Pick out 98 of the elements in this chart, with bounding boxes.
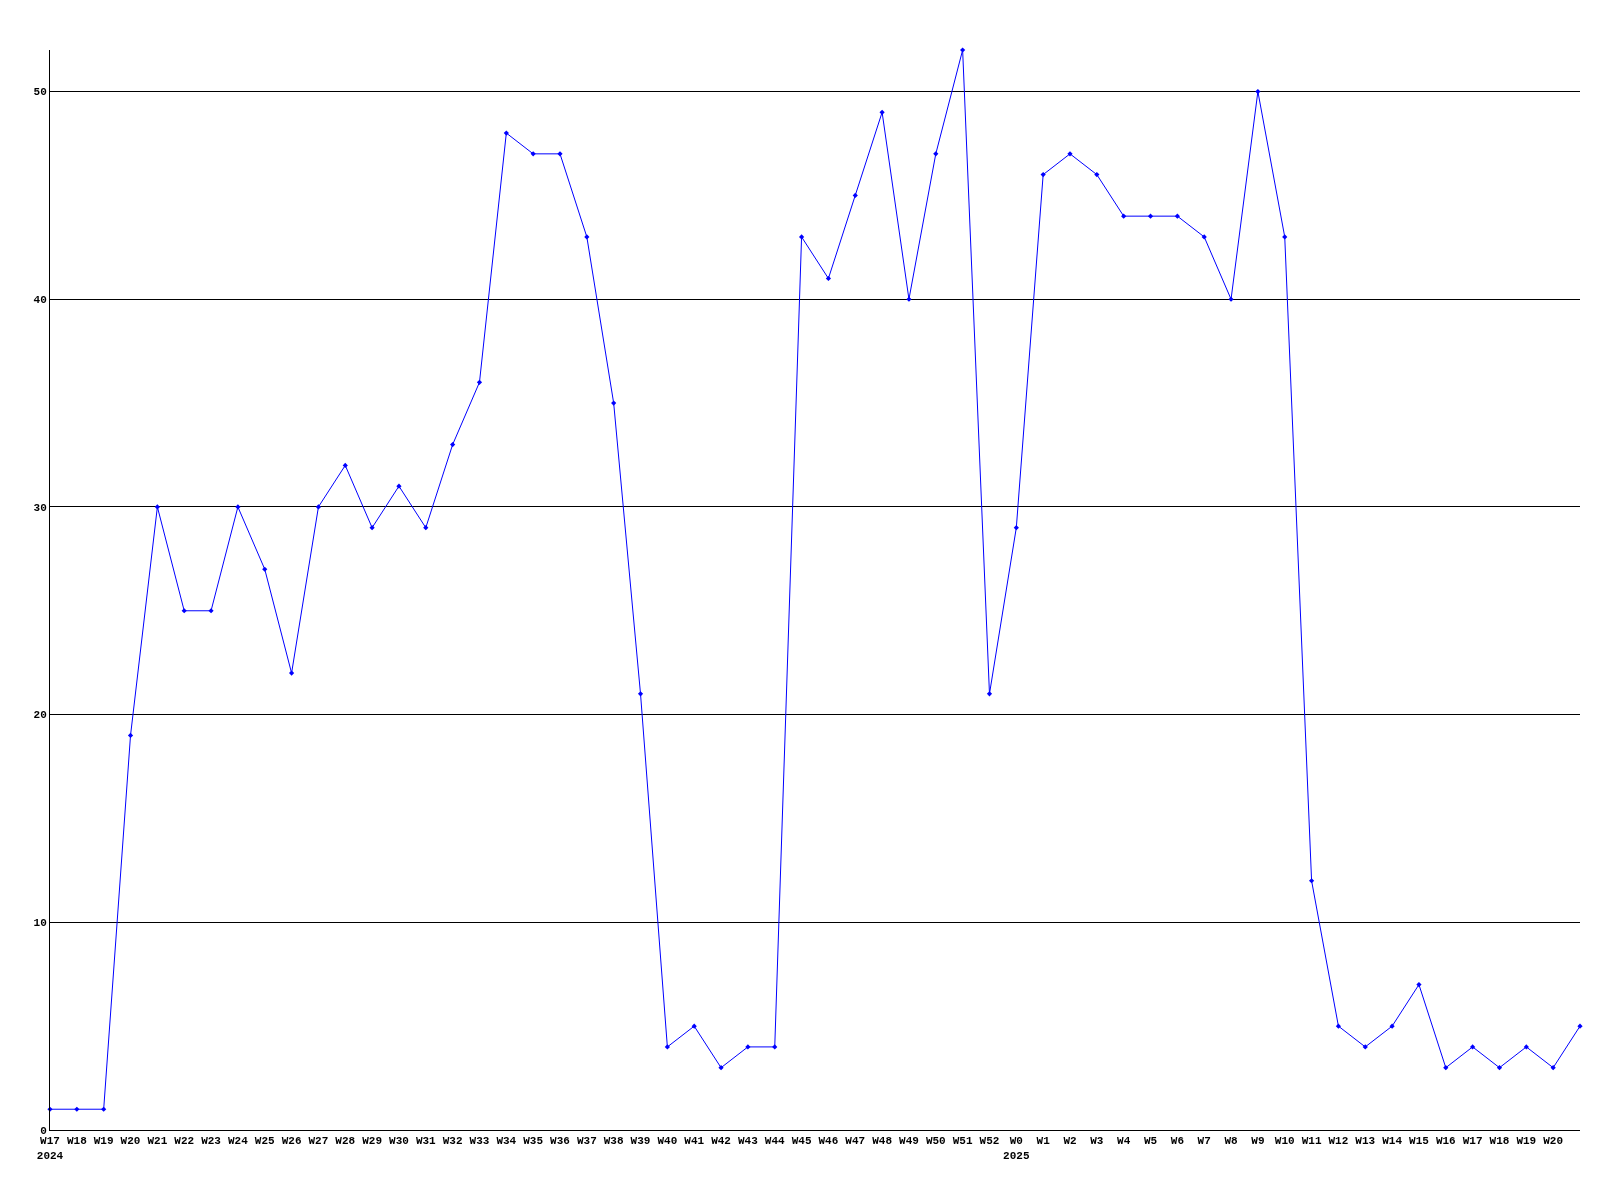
- x-tick-label: W39: [630, 1135, 651, 1148]
- point: [476, 379, 483, 385]
- point: [127, 732, 134, 738]
- x-tick-label: W3: [1090, 1135, 1104, 1148]
- point: [181, 608, 187, 614]
- point: [1094, 172, 1100, 178]
- x-tick-label: W11: [1301, 1135, 1322, 1148]
- point: [1523, 1044, 1529, 1050]
- point: [664, 1044, 670, 1050]
- x-tick-label: W28: [335, 1135, 356, 1148]
- point: [1496, 1065, 1503, 1071]
- x-tick-label: W25: [254, 1135, 276, 1148]
- x-tick-label: W45: [791, 1135, 812, 1148]
- x-tick-label: W46: [818, 1135, 839, 1148]
- point: [1121, 213, 1127, 219]
- x-tick-label: W47: [845, 1135, 866, 1148]
- x-tick-label: W9: [1251, 1135, 1265, 1148]
- x-tick-label: W37: [576, 1135, 597, 1148]
- x-tick-label: W38: [603, 1135, 624, 1148]
- x-tick-label: W30: [389, 1135, 409, 1148]
- point: [154, 504, 160, 510]
- x-tick-label: W17 2024: [36, 1135, 64, 1162]
- x-tick-label: W18: [66, 1135, 88, 1148]
- point: [1470, 1044, 1476, 1050]
- x-tick-label: W24: [227, 1135, 249, 1148]
- x-tick-label: W19: [93, 1135, 114, 1148]
- x-tick-label: W36: [550, 1135, 570, 1148]
- x-tick-label: W0 2025: [1003, 1135, 1030, 1162]
- point: [342, 462, 348, 468]
- point: [315, 504, 322, 510]
- x-tick-label: W41: [684, 1135, 705, 1148]
- point: [1255, 88, 1261, 95]
- x-tick-label: W2: [1063, 1135, 1077, 1148]
- x-tick-label: W32: [442, 1135, 463, 1148]
- x-tick-label: W13: [1355, 1135, 1376, 1148]
- point: [1040, 172, 1046, 178]
- x-tick-label: W52: [979, 1135, 1000, 1148]
- x-tick-label: W48: [872, 1135, 893, 1148]
- y-tick-label: 30: [33, 501, 47, 514]
- x-tick-label: W8: [1224, 1135, 1239, 1148]
- x-tick-label: W20: [120, 1135, 141, 1148]
- x-tick-label: W27: [308, 1135, 329, 1148]
- y-tick-label: 10: [33, 917, 47, 930]
- x-tick-label: W18: [1489, 1135, 1510, 1148]
- point: [852, 192, 858, 198]
- point: [288, 670, 295, 676]
- point: [1335, 1023, 1342, 1029]
- point: [369, 525, 375, 531]
- point: [1443, 1065, 1449, 1071]
- x-tick-label: W50: [925, 1135, 946, 1148]
- x-tick-label: W4: [1117, 1135, 1131, 1148]
- point: [1174, 213, 1180, 219]
- x-tick-label: W26: [281, 1135, 302, 1148]
- x-tick-label: W29: [362, 1135, 383, 1148]
- point: [1550, 1065, 1556, 1071]
- y-tick-label: 40: [33, 294, 47, 307]
- x-tick-label: W34: [496, 1135, 517, 1148]
- x-tick-label: W16: [1435, 1135, 1456, 1148]
- y-tick-label: 50: [33, 86, 47, 99]
- x-tick-label: W15: [1409, 1135, 1430, 1148]
- point: [637, 691, 644, 697]
- x-tick-label: W44: [764, 1135, 786, 1148]
- x-tick-label: W14: [1382, 1135, 1403, 1148]
- y-tick-label: 0: [40, 1124, 47, 1137]
- x-tick-label: W40: [657, 1135, 678, 1148]
- point: [1416, 982, 1422, 988]
- x-tick-label: W6: [1170, 1135, 1184, 1148]
- x-tick-label: W35: [523, 1135, 544, 1148]
- point: [1013, 525, 1019, 531]
- x-tick-label: W43: [737, 1135, 759, 1148]
- x-tick-label: W33: [469, 1135, 490, 1148]
- x-tick-label: W5: [1143, 1135, 1158, 1148]
- point: [262, 566, 268, 572]
- point: [825, 275, 832, 282]
- point: [1147, 213, 1154, 219]
- x-tick-label: W51: [952, 1135, 973, 1148]
- point: [986, 691, 993, 697]
- x-tick-label: W17: [1462, 1135, 1483, 1148]
- x-tick-label: W49: [899, 1135, 919, 1148]
- point: [450, 442, 456, 448]
- x-tick-label: W21: [147, 1135, 168, 1148]
- x-tick-label: W42: [711, 1135, 731, 1148]
- x-tick-label: W1: [1036, 1135, 1051, 1148]
- x-tick-label: W23: [201, 1135, 222, 1148]
- x-tick-label: W31: [415, 1135, 437, 1148]
- x-tick-label: W10: [1274, 1135, 1295, 1148]
- y-tick-label: 20: [33, 709, 47, 722]
- point: [798, 234, 805, 240]
- point: [1308, 878, 1315, 884]
- x-tick-label: W12: [1328, 1135, 1349, 1148]
- x-tick-label: W19: [1516, 1135, 1537, 1148]
- x-tick-label: W20: [1543, 1135, 1564, 1148]
- point: [101, 1106, 107, 1112]
- x-tick-label: W22: [174, 1135, 195, 1148]
- point: [879, 109, 885, 115]
- x-tick-label: W7: [1197, 1135, 1211, 1148]
- point: [423, 525, 429, 531]
- point: [74, 1106, 80, 1112]
